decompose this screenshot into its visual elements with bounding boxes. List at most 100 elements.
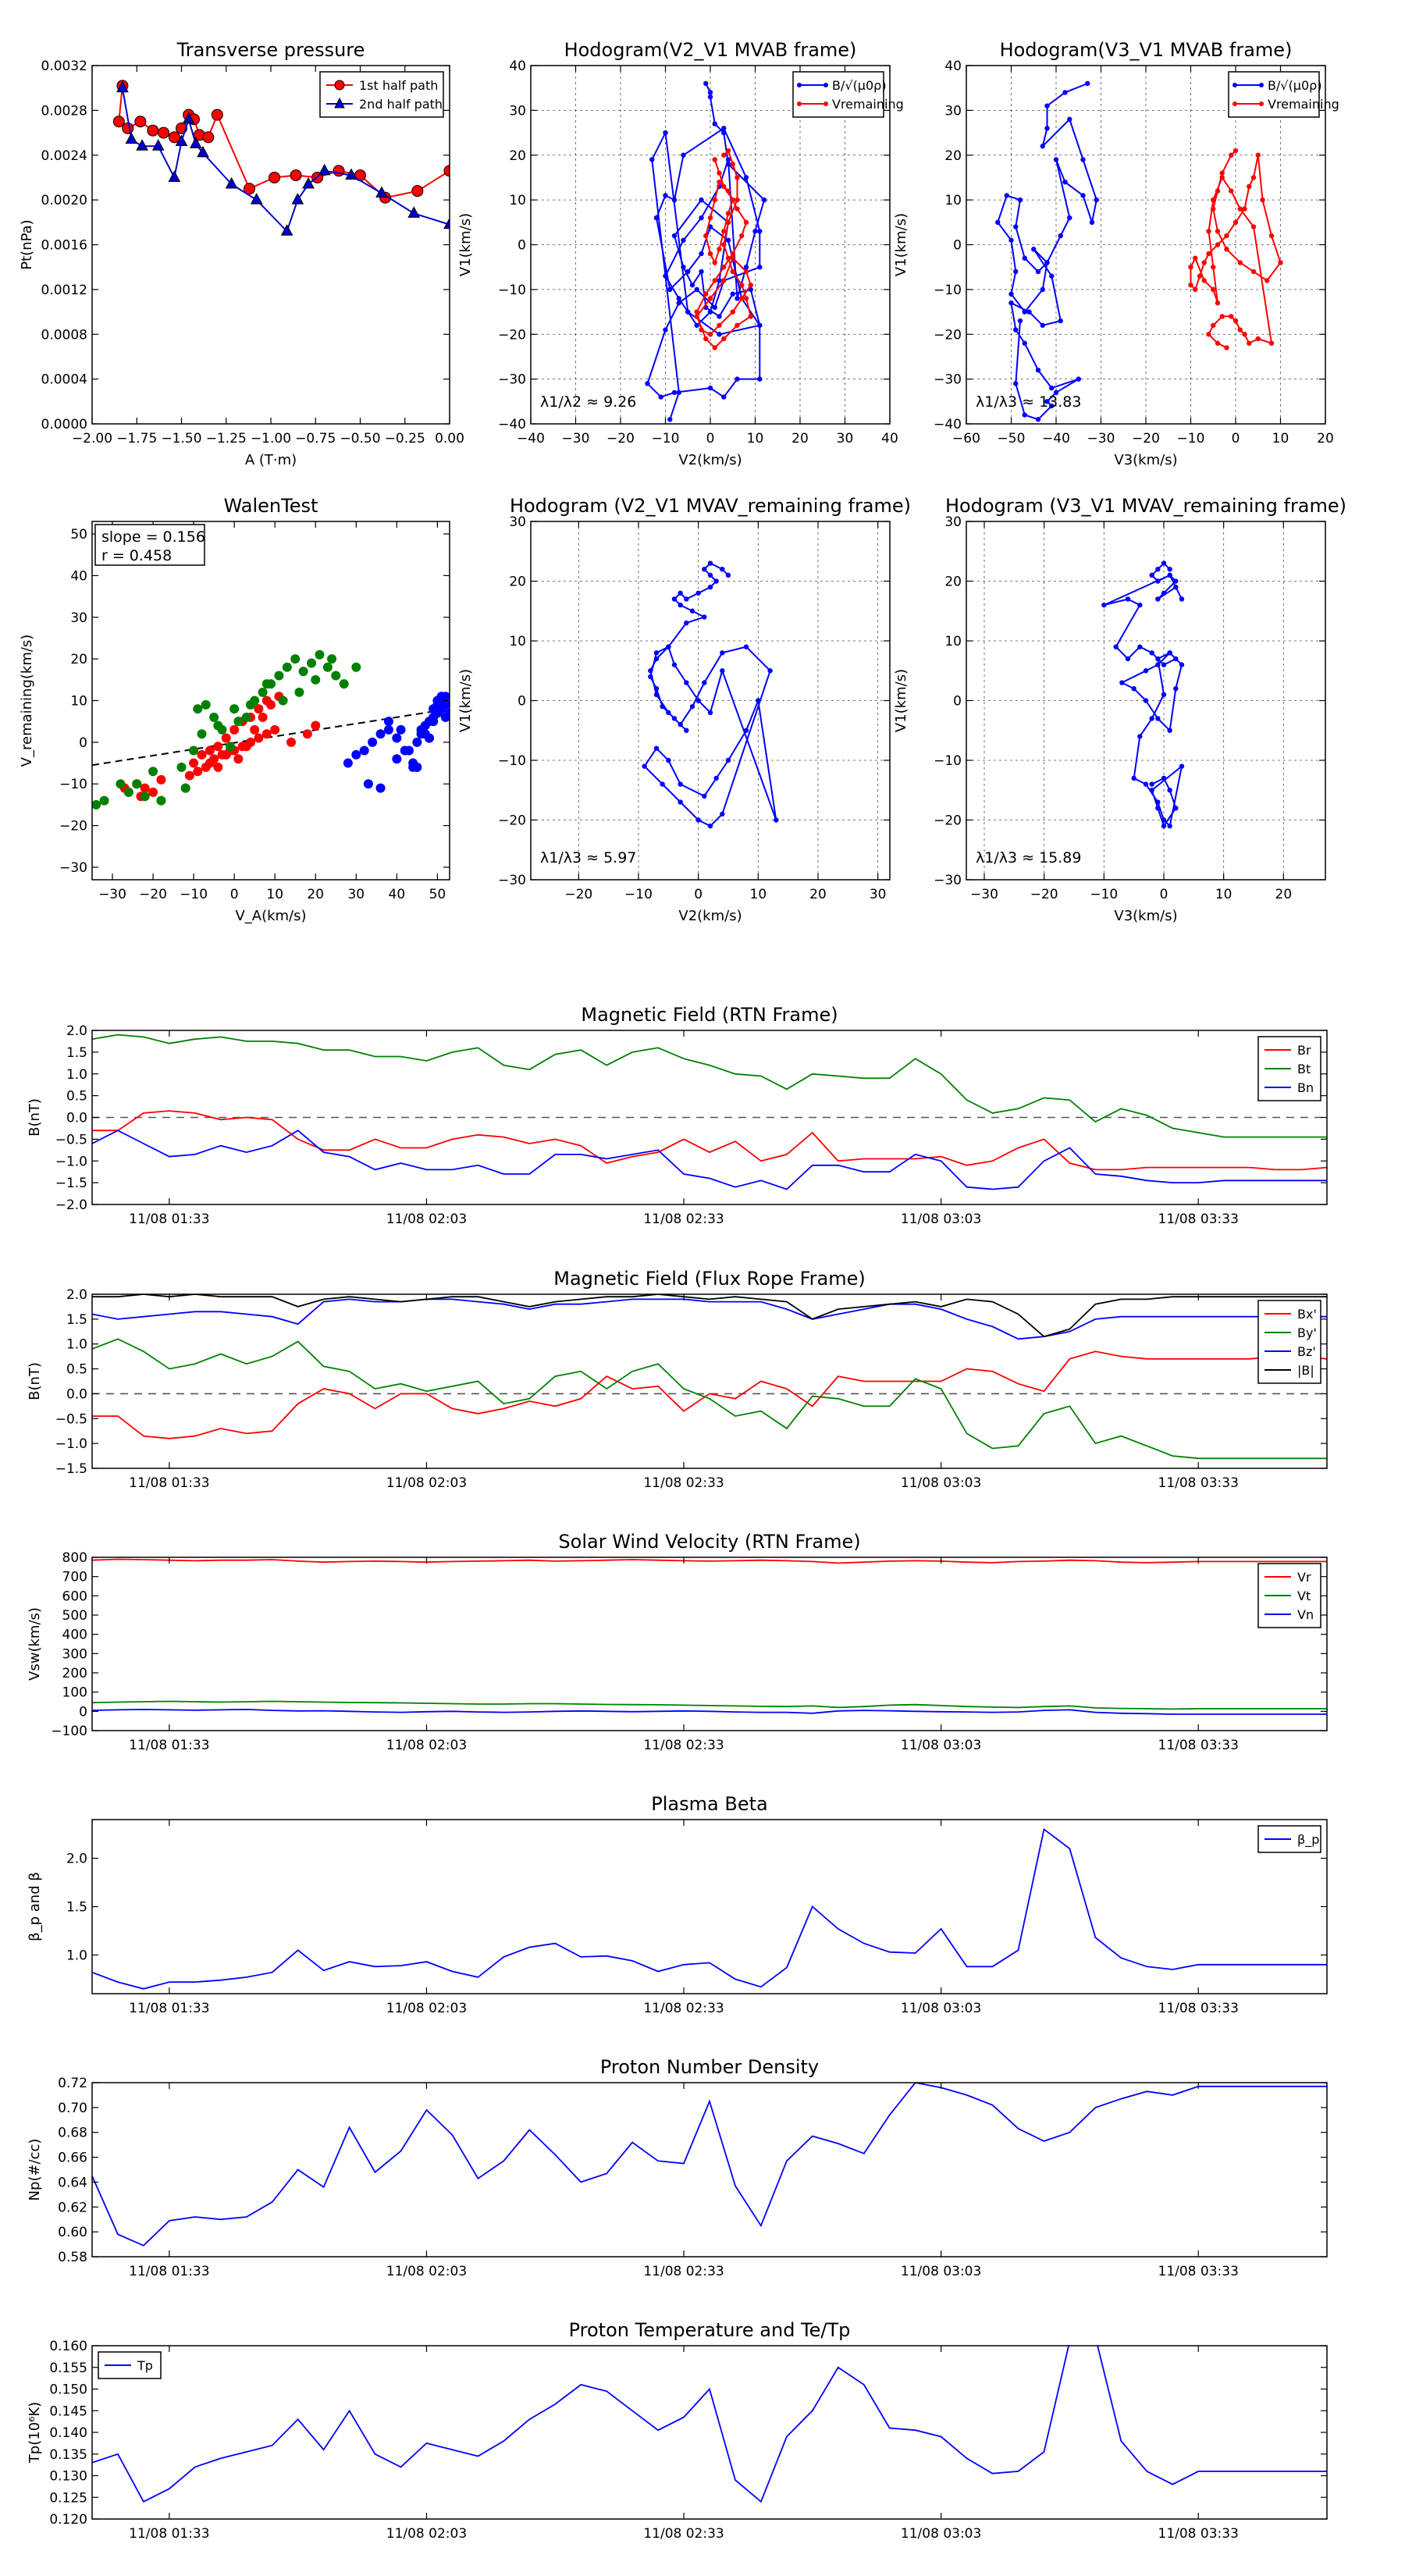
data-point bbox=[1247, 183, 1252, 190]
data-point bbox=[1211, 286, 1216, 293]
data-point bbox=[136, 139, 148, 151]
data-point bbox=[684, 728, 689, 733]
x-tick-label: 11/08 01:33 bbox=[129, 2264, 209, 2279]
y-tick-label: 1.0 bbox=[66, 1067, 87, 1083]
legend-label: B/√(μ0ρ) bbox=[832, 78, 887, 93]
y-tick-label: 30 bbox=[944, 514, 962, 530]
y-tick-label: −30 bbox=[59, 860, 87, 876]
data-point bbox=[331, 671, 341, 681]
data-point bbox=[685, 309, 691, 315]
data-point bbox=[725, 572, 731, 578]
x-tick-label: 11/08 02:03 bbox=[386, 1738, 467, 1753]
data-point bbox=[339, 679, 349, 689]
x-tick-label: 11/08 01:33 bbox=[129, 1475, 209, 1491]
data-point bbox=[671, 596, 678, 602]
series-line-b-0- bbox=[997, 83, 1097, 421]
legend-label: Bn bbox=[1297, 1080, 1314, 1095]
data-point bbox=[1035, 269, 1041, 275]
y-axis-label: β_p and β bbox=[27, 1872, 43, 1941]
chart-title: Proton Number Density bbox=[600, 2056, 819, 2078]
data-point bbox=[1173, 578, 1179, 584]
chart-8: 11/08 01:33 11/08 02:03 11/08 02:33 11/08 0… bbox=[27, 1531, 1328, 1753]
x-tick-label: 11/08 03:33 bbox=[1158, 1475, 1239, 1491]
y-tick-label: −30 bbox=[934, 873, 962, 888]
data-point bbox=[678, 781, 683, 787]
x-tick-label: 20 bbox=[809, 887, 827, 902]
data-point bbox=[717, 314, 722, 319]
data-point bbox=[666, 710, 671, 715]
data-point bbox=[258, 712, 268, 722]
data-point bbox=[676, 300, 681, 306]
data-point bbox=[707, 385, 713, 391]
data-point bbox=[197, 729, 207, 739]
data-point bbox=[258, 687, 268, 697]
data-point bbox=[1211, 206, 1216, 212]
x-tick-label: −1.00 bbox=[251, 431, 291, 447]
x-axis-label: V_A(km/s) bbox=[235, 908, 306, 924]
legend-label: Bt bbox=[1297, 1062, 1311, 1076]
x-tick-label: 10 bbox=[750, 887, 767, 902]
chart-title: Hodogram (V3_V1 MVAV_remaining frame) bbox=[945, 495, 1346, 517]
x-tick-label: 40 bbox=[389, 887, 406, 902]
data-point bbox=[1173, 584, 1179, 590]
data-point bbox=[201, 699, 211, 710]
y-tick-label: 1.0 bbox=[66, 1948, 87, 1963]
data-point bbox=[725, 219, 731, 226]
data-point bbox=[1113, 644, 1119, 649]
data-point bbox=[730, 255, 735, 261]
y-tick-label: 0.58 bbox=[58, 2250, 87, 2265]
x-tick-label: −20 bbox=[606, 431, 635, 447]
legend-label: B/√(μ0ρ) bbox=[1268, 78, 1322, 93]
data-point bbox=[1161, 823, 1167, 829]
y-tick-label: 10 bbox=[944, 193, 962, 208]
x-tick-label: 11/08 02:03 bbox=[386, 2526, 467, 2542]
data-point bbox=[1137, 734, 1143, 739]
data-point bbox=[739, 282, 745, 288]
plot-area bbox=[92, 1294, 1327, 1460]
data-point bbox=[684, 620, 689, 626]
data-point bbox=[261, 679, 272, 689]
data-point bbox=[645, 381, 650, 386]
data-point bbox=[725, 255, 731, 261]
y-tick-label: −30 bbox=[498, 873, 526, 888]
data-point bbox=[1193, 286, 1198, 293]
x-tick-label: 11/08 02:33 bbox=[643, 2001, 724, 2016]
legend-marker bbox=[823, 101, 828, 106]
data-point bbox=[735, 206, 740, 212]
data-point bbox=[233, 754, 244, 764]
data-point bbox=[1149, 781, 1154, 787]
x-tick-label: 10 bbox=[1215, 887, 1232, 902]
data-point bbox=[713, 578, 719, 584]
y-axis-label: Pt(nPa) bbox=[19, 219, 35, 269]
data-point bbox=[743, 728, 749, 733]
data-point bbox=[743, 175, 749, 180]
legend-marker bbox=[1259, 101, 1264, 106]
data-point bbox=[756, 698, 761, 703]
data-point bbox=[1219, 175, 1225, 180]
data-point bbox=[1149, 650, 1154, 656]
data-point bbox=[286, 737, 297, 747]
data-point bbox=[1013, 224, 1019, 229]
data-point bbox=[411, 185, 424, 197]
data-point bbox=[1229, 152, 1234, 158]
y-tick-label: −10 bbox=[934, 283, 962, 298]
plot-frame bbox=[91, 2082, 1328, 2258]
data-point bbox=[1215, 242, 1221, 247]
data-point bbox=[1040, 322, 1045, 328]
plot-frame bbox=[91, 1557, 1328, 1731]
data-point bbox=[1232, 219, 1239, 226]
data-point bbox=[1188, 282, 1193, 288]
legend-label: 1st half path bbox=[359, 78, 438, 93]
legend: 1st half path 2nd half path bbox=[319, 71, 444, 118]
x-tick-label: −10 bbox=[652, 431, 680, 447]
data-point bbox=[757, 264, 763, 270]
y-tick-label: 20 bbox=[944, 575, 962, 590]
y-tick-label: 600 bbox=[62, 1589, 87, 1604]
data-point bbox=[735, 376, 740, 382]
x-tick-label: 11/08 03:33 bbox=[1158, 2264, 1239, 2279]
data-point bbox=[712, 278, 717, 283]
data-point bbox=[311, 674, 321, 685]
data-point bbox=[229, 724, 240, 735]
plot-frame bbox=[91, 1293, 1328, 1469]
chart-6: 11/08 01:33 11/08 02:03 11/08 02:33 11/08 0… bbox=[27, 1004, 1328, 1227]
